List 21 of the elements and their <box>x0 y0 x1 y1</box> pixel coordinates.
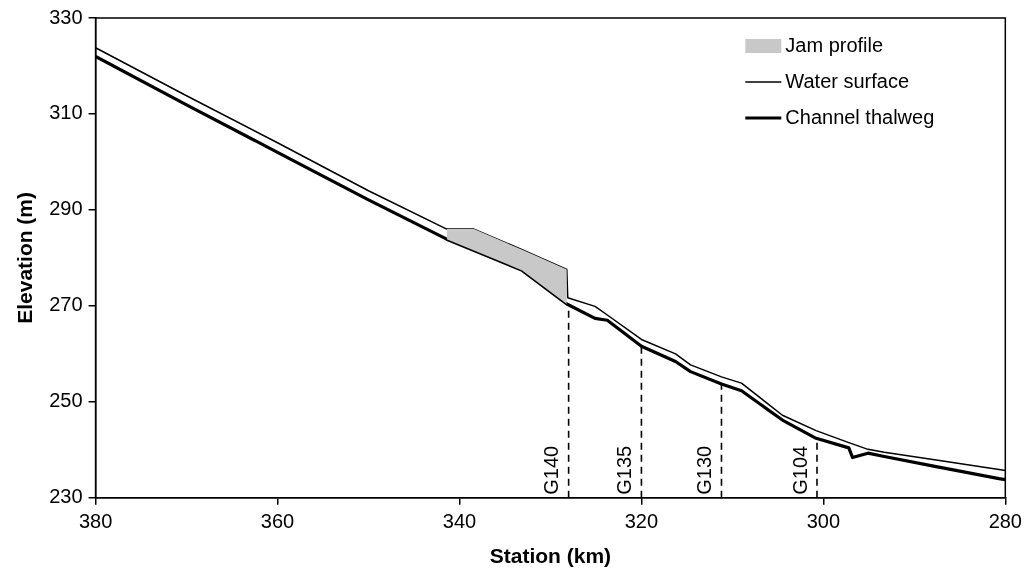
y-tick-label: 250 <box>49 389 83 412</box>
y-tick-label: 290 <box>49 197 83 220</box>
ref-line-label: G140 <box>540 445 563 495</box>
y-tick-label: 330 <box>49 5 83 28</box>
ref-line-label: G130 <box>692 445 715 495</box>
x-tick-label: 300 <box>806 510 841 533</box>
ref-line-label: G135 <box>612 445 635 495</box>
y-tick-label: 270 <box>49 293 83 316</box>
y-tick-label: 310 <box>49 101 83 124</box>
x-tick-label: 380 <box>78 510 113 533</box>
x-tick-label: 320 <box>624 510 659 533</box>
x-tick-label: 340 <box>442 510 477 533</box>
ref-line-label: G104 <box>788 445 811 495</box>
legend-label: Water surface <box>785 69 910 92</box>
x-tick-label: 280 <box>988 510 1022 533</box>
x-tick-label: 360 <box>260 510 295 533</box>
legend-label: Jam profile <box>785 33 884 56</box>
y-tick-label: 230 <box>49 485 83 508</box>
legend-label: Channel thalweg <box>785 105 935 128</box>
y-axis-title: Elevation (m) <box>13 191 37 324</box>
x-axis-title: Station (km) <box>489 544 612 568</box>
